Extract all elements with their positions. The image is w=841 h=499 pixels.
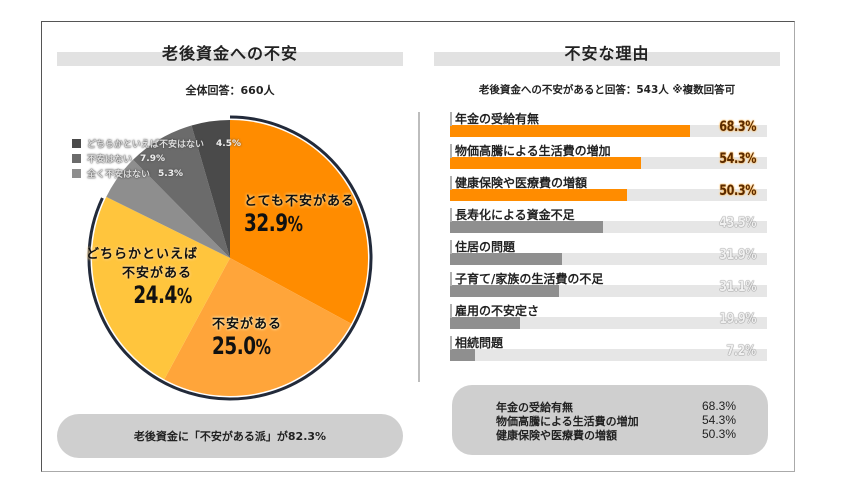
right-panel-subtitle: 老後資金への不安があると回答：543人 ※複数回答可 bbox=[478, 84, 736, 96]
bar-track bbox=[450, 349, 767, 361]
pie-slice bbox=[133, 125, 230, 259]
bar-fill bbox=[450, 253, 562, 265]
pie-label-very-anxious: とても不安がある 32.9% bbox=[244, 194, 355, 237]
bar-fill bbox=[450, 349, 475, 361]
bar-row: 健康保険や医療費の増額 50.3% bbox=[450, 174, 770, 206]
pie-slice bbox=[191, 120, 230, 258]
bar-label: 長寿化による資金不足 bbox=[455, 208, 575, 222]
bar-row: 長寿化による資金不足 43.5% bbox=[450, 206, 770, 238]
bar-row: 相続問題 7.2% bbox=[450, 334, 770, 366]
legend-swatch bbox=[72, 169, 81, 178]
pie-slice bbox=[164, 258, 352, 396]
bar-track bbox=[450, 253, 767, 265]
bar-tick bbox=[450, 112, 452, 126]
bar-value: 68.3% bbox=[719, 119, 756, 135]
left-title-bar bbox=[57, 52, 403, 66]
pie-label-anxious: 不安がある 25.0% bbox=[212, 317, 283, 360]
bar-value: 31.1% bbox=[719, 279, 756, 295]
bar-row: 子育て/家族の生活費の不足 31.1% bbox=[450, 270, 770, 302]
pie-slice bbox=[230, 120, 368, 324]
bar-track bbox=[450, 189, 767, 201]
bar-row: 年金の受給有無 68.3% bbox=[450, 110, 770, 142]
top3-row: 物価高騰による生活費の増加 54.3% bbox=[496, 413, 736, 428]
bar-fill bbox=[450, 285, 559, 297]
bar-value: 7.2% bbox=[726, 343, 757, 359]
bar-label: 相続問題 bbox=[455, 336, 504, 350]
bar-fill bbox=[450, 157, 641, 169]
bar-row: 住居の問題 31.9% bbox=[450, 238, 770, 270]
bar-label: 子育て/家族の生活費の不足 bbox=[455, 272, 604, 286]
bar-label: 雇用の不安定さ bbox=[455, 304, 540, 318]
legend-swatch bbox=[72, 139, 81, 148]
bar-value: 19.9% bbox=[719, 311, 756, 327]
bar-tick bbox=[450, 272, 452, 286]
pie-slice bbox=[106, 159, 230, 258]
legend-item-not-at-all-anxious: 全く不安はない 5.3% bbox=[72, 166, 241, 181]
bar-track bbox=[450, 157, 767, 169]
bar-label: 健康保険や医療費の増額 bbox=[455, 176, 588, 190]
pie-legend: どちらかといえば不安はない 4.5% 不安はない 7.9% 全く不安はない 5.… bbox=[72, 136, 241, 181]
bar-track bbox=[450, 285, 767, 297]
bar-tick bbox=[450, 208, 452, 222]
bar-tick bbox=[450, 304, 452, 318]
bar-tick bbox=[450, 144, 452, 158]
bar-value: 31.9% bbox=[719, 247, 756, 263]
bar-tick bbox=[450, 176, 452, 190]
bar-value: 43.5% bbox=[719, 215, 756, 231]
bar-row: 雇用の不安定さ 19.9% bbox=[450, 302, 770, 334]
bar-value: 50.3% bbox=[719, 183, 756, 199]
top3-summary: 年金の受給有無 68.3% 物価高騰による生活費の増加 54.3% 健康保険や医… bbox=[452, 385, 768, 455]
pie-outer-ring bbox=[87, 115, 373, 401]
top3-row: 年金の受給有無 68.3% bbox=[496, 399, 736, 414]
bar-label: 年金の受給有無 bbox=[455, 112, 540, 126]
summary-pill: 老後資金に「不安がある派」が82.3% bbox=[57, 414, 403, 458]
bar-fill bbox=[450, 221, 603, 233]
bar-tick bbox=[450, 240, 452, 254]
legend-item-somewhat-not-anxious: どちらかといえば不安はない 4.5% bbox=[72, 136, 241, 151]
legend-swatch bbox=[72, 154, 81, 163]
bar-value: 54.3% bbox=[719, 151, 756, 167]
bar-tick bbox=[450, 336, 452, 350]
bar-label: 住居の問題 bbox=[455, 240, 516, 254]
right-title-bar bbox=[434, 52, 780, 66]
bar-fill bbox=[450, 317, 520, 329]
bar-label: 物価高騰による生活費の増加 bbox=[455, 144, 611, 158]
panel-divider bbox=[418, 112, 420, 382]
top3-row: 健康保険や医療費の増額 50.3% bbox=[496, 427, 736, 442]
bar-row: 物価高騰による生活費の増加 54.3% bbox=[450, 142, 770, 174]
bar-track bbox=[450, 125, 767, 137]
left-panel-title: 老後資金への不安 bbox=[161, 44, 298, 63]
bar-fill bbox=[450, 189, 627, 201]
bar-track bbox=[450, 221, 767, 233]
left-panel-subtitle: 全体回答：660人 bbox=[185, 84, 275, 97]
bar-track bbox=[450, 317, 767, 329]
legend-item-not-anxious: 不安はない 7.9% bbox=[72, 151, 241, 166]
bar-fill bbox=[450, 125, 690, 137]
pie-slice bbox=[91, 196, 230, 380]
pie-label-somewhat-anxious: どちらかといえば 不安がある 24.4% bbox=[85, 247, 198, 309]
right-panel-title: 不安な理由 bbox=[564, 44, 650, 63]
